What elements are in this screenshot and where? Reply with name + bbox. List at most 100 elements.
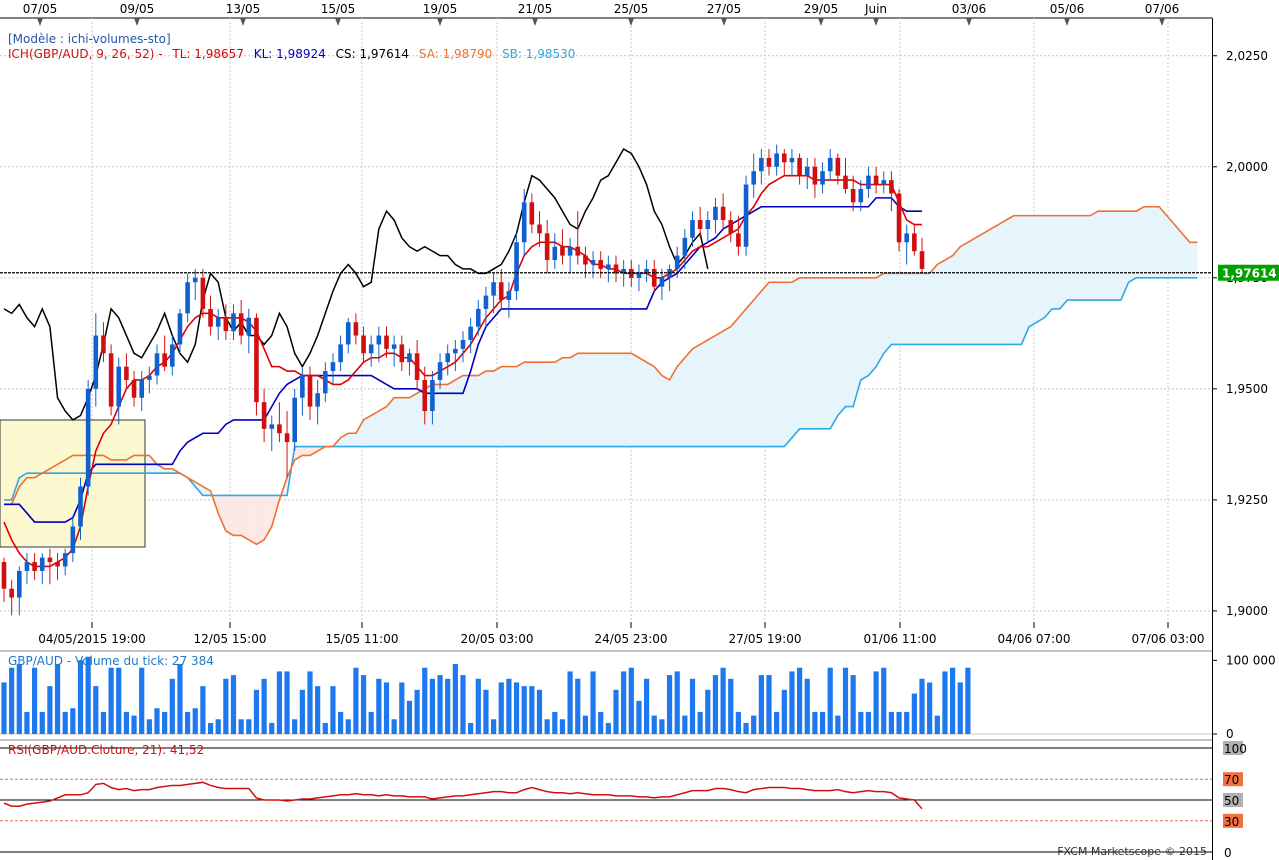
cloud-segment	[853, 277, 861, 407]
candle-body	[560, 246, 565, 256]
cloud-segment	[256, 495, 265, 545]
volume-bar	[32, 667, 38, 734]
volume-bar	[162, 711, 168, 734]
cloud-segment	[990, 224, 999, 345]
chikou-value: CS: 1,97614	[335, 47, 410, 61]
volume-bar	[70, 708, 76, 734]
candle-body	[78, 486, 83, 527]
cloud-segment	[547, 362, 555, 447]
volume-bar	[261, 678, 267, 734]
cloud-segment	[860, 277, 869, 380]
candle-body	[751, 171, 756, 185]
cloud-segment	[562, 357, 571, 447]
candle-body	[300, 375, 305, 398]
volume-bar	[819, 711, 826, 734]
cloud-segment	[791, 277, 800, 438]
volume-bar	[927, 682, 933, 734]
cloud-segment	[967, 237, 976, 345]
volume-bar	[659, 719, 665, 734]
volume-bar	[682, 715, 688, 734]
candle-body	[361, 335, 366, 354]
candle-body	[904, 233, 909, 243]
cloud-segment	[723, 326, 731, 447]
candle-body	[476, 308, 481, 327]
volume-bar	[422, 667, 428, 734]
cloud-segment	[998, 220, 1007, 345]
candle-body	[85, 388, 91, 487]
cloud-segment	[516, 362, 525, 447]
cloud-segment	[378, 406, 387, 447]
cloud-segment	[975, 233, 984, 345]
cloud-segment	[593, 353, 601, 447]
cloud-segment	[868, 277, 877, 376]
cloud-segment	[746, 300, 754, 447]
candle-body	[24, 562, 30, 571]
cloud-segment	[1128, 211, 1137, 283]
volume-bar	[445, 678, 451, 734]
cloud-segment	[1036, 215, 1045, 323]
cloud-segment	[906, 273, 915, 345]
candle-body	[483, 295, 489, 309]
cloud-segment	[623, 353, 632, 447]
volume-bar	[131, 715, 137, 734]
last-price-label: 1,97614	[1222, 267, 1277, 281]
candle-body	[70, 526, 76, 554]
candle-body	[116, 366, 122, 407]
volume-bar	[613, 689, 619, 734]
rsi-tick-label: 0	[1224, 846, 1232, 860]
candle-body	[544, 233, 550, 261]
candle-body	[682, 237, 688, 256]
volume-bar	[858, 711, 864, 734]
rsi-line	[3, 781, 923, 810]
cloud-segment	[600, 353, 609, 447]
cloud-segment	[784, 282, 792, 447]
cloud-segment	[1021, 215, 1030, 345]
cloud-segment	[1013, 215, 1022, 345]
candle-body	[284, 433, 290, 443]
candle-body	[170, 344, 175, 367]
time-tick-label: 07/06 03:00	[1132, 632, 1205, 646]
cloud-segment	[508, 366, 517, 447]
cloud-segment	[386, 397, 395, 447]
cloud-segment	[531, 362, 540, 447]
candle-body	[368, 344, 374, 354]
cloud-segment	[1166, 215, 1175, 278]
cloud-segment	[218, 495, 226, 531]
volume-bar	[468, 722, 474, 734]
volume-bar	[766, 675, 772, 734]
volume-bar	[108, 667, 114, 734]
candle-body	[376, 335, 382, 345]
volume-bar	[383, 682, 390, 734]
cloud-segment	[1136, 206, 1144, 278]
cloud-segment	[447, 379, 456, 447]
candle-body	[323, 371, 328, 394]
candle-body	[269, 424, 275, 429]
volume-tick-label: 100 000	[1226, 653, 1276, 667]
candle-body	[200, 277, 206, 309]
cloud-segment	[684, 348, 693, 447]
candle-body	[430, 379, 435, 412]
volume-bar	[223, 678, 229, 734]
cloud-segment	[1059, 215, 1068, 309]
candle-body	[108, 353, 114, 407]
cloud-segment	[753, 291, 762, 447]
candle-body	[315, 393, 320, 407]
volume-bar	[483, 689, 489, 734]
volume-bar	[322, 722, 328, 734]
volume-bar	[85, 656, 91, 734]
candle-body	[47, 557, 53, 563]
cloud-segment	[707, 335, 716, 447]
candle-body	[521, 202, 527, 243]
volume-bar	[54, 664, 61, 734]
cloud-segment	[570, 353, 578, 447]
cloud-segment	[692, 344, 701, 447]
candle-body	[575, 246, 581, 256]
time-tick-label: 04/05/2015 19:00	[38, 632, 146, 646]
cloud-segment	[616, 353, 624, 447]
date-tick-marker	[1159, 18, 1165, 26]
volume-bar	[146, 719, 152, 734]
cloud-segment	[899, 273, 907, 345]
ichimoku-name: ICH(GBP/AUD, 9, 26, 52) -	[8, 47, 163, 61]
cloud-segment	[585, 353, 594, 447]
